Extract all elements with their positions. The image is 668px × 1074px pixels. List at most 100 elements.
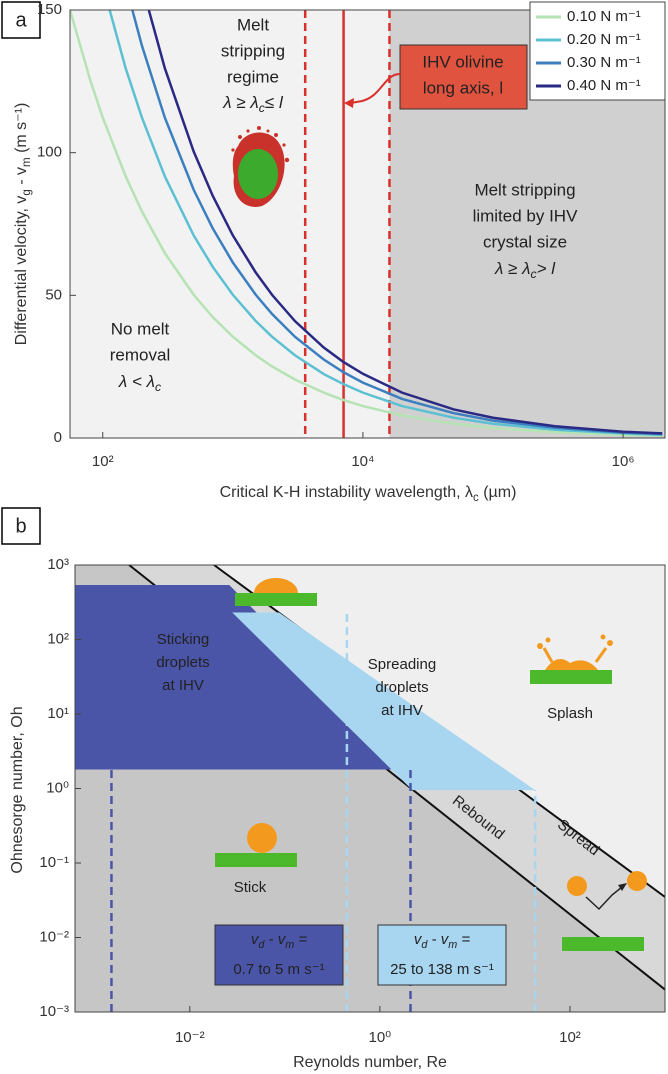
annotation: regime — [227, 67, 279, 86]
ihv-arrowhead — [344, 98, 354, 108]
x-axis-label: Critical K-H instability wavelength, λc … — [220, 484, 517, 504]
box-formula-part: d — [258, 939, 265, 951]
y-tick-label: 10⁻² — [39, 928, 69, 945]
drop — [274, 133, 278, 137]
drop — [238, 135, 242, 139]
drop — [246, 129, 250, 133]
annotation-formula-part: c — [259, 101, 265, 115]
y-tick-label: 50 — [45, 286, 62, 303]
velocity-box — [214, 924, 344, 986]
zone-label: Stick — [234, 879, 267, 896]
annotation-formula-part: λ ≥ λ — [494, 259, 531, 278]
y-tick-label: 10⁻¹ — [39, 854, 69, 871]
drop-splash — [545, 659, 598, 670]
surface — [215, 853, 297, 867]
drop — [537, 643, 543, 649]
x-axis-label-part: c — [473, 492, 479, 504]
rebound-arrow — [585, 886, 623, 911]
box-formula-part: - v — [264, 931, 286, 948]
panel-label-box — [1, 1, 41, 39]
box-range: 0.7 to 5 m s⁻¹ — [233, 961, 324, 978]
drop — [282, 143, 286, 147]
y-tick-label: 100 — [37, 144, 62, 161]
y-tick-label: 10² — [47, 630, 69, 647]
drop — [257, 126, 261, 130]
box-formula-part: - v — [427, 931, 449, 948]
surface — [530, 670, 612, 684]
region — [75, 584, 413, 770]
box-formula-part: = — [294, 931, 307, 948]
zone-label: Splash — [547, 705, 593, 722]
region-label: at IHV — [162, 677, 204, 694]
x-tick-label: 10⁰ — [369, 1029, 392, 1046]
drop — [266, 129, 270, 133]
annotation: IHV olivine — [422, 52, 503, 71]
droplet-illustrations — [215, 578, 647, 951]
region — [232, 612, 536, 791]
box-formula-part: v — [414, 931, 423, 948]
drop — [600, 634, 606, 640]
x-axis-label-part: Critical K-H instability wavelength, λ — [220, 484, 473, 501]
y-tick-label: 150 — [37, 1, 62, 18]
surface — [235, 593, 317, 606]
drop — [545, 637, 551, 643]
drop-stick — [247, 823, 277, 853]
annotation: Melt — [237, 15, 269, 34]
panel-a-text: 0 50 100 150 10² 10⁴ 10⁶ Critical K-H instabili… — [13, 1, 641, 504]
drop — [607, 640, 613, 646]
splash-jets — [542, 647, 608, 663]
annotation-formula-part: λ ≥ λ — [222, 93, 259, 112]
melt-blob — [231, 126, 290, 207]
box-formula-part: d — [421, 939, 428, 951]
blob-green — [238, 149, 278, 199]
ihv-arrow — [350, 73, 401, 104]
y-axis-label: Ohnesorge number, Oh — [9, 706, 26, 873]
plot-frame — [69, 9, 666, 439]
series-line — [147, 10, 663, 435]
annotation: No melt — [111, 319, 170, 338]
drop-rebound — [627, 871, 647, 891]
annotation-formula-part: λ < λ — [118, 372, 155, 391]
panel-label-box — [1, 507, 41, 545]
x-axis-label-part: (µm) — [479, 484, 517, 501]
box-formula-part: v — [251, 931, 260, 948]
region-label: at IHV — [381, 702, 423, 719]
annotation: limited by IHV — [473, 206, 579, 225]
y-tick-label: 10⁻³ — [39, 1003, 69, 1020]
x-tick-label: 10⁴ — [351, 453, 374, 470]
box-formula-part: m — [448, 939, 457, 951]
drop-rebound — [567, 876, 587, 896]
annotation-formula: λ ≥ λc≤ l — [222, 93, 284, 115]
y-axis-label: Differential velocity, vg - vm (m s⁻¹) — [13, 103, 33, 346]
drop-spread — [254, 578, 298, 593]
drop — [284, 157, 290, 163]
region-label: droplets — [156, 654, 209, 671]
box-formula: vd - vm = — [414, 931, 471, 951]
x-tick-label: 10² — [92, 453, 114, 470]
region-label: Sticking — [157, 631, 210, 648]
annotation-formula-part: ≤ l — [265, 93, 284, 112]
y-tick-label: 0 — [54, 429, 62, 446]
x-axis-label: Reynolds number, Re — [293, 1054, 447, 1071]
velocity-box — [377, 924, 507, 986]
region-label: droplets — [375, 679, 428, 696]
legend-label: 0.40 N m⁻¹ — [567, 77, 641, 94]
annotation-formula-part: > l — [537, 259, 557, 278]
legend-label: 0.10 N m⁻¹ — [567, 8, 641, 25]
x-tick-label: 10⁶ — [612, 453, 635, 470]
ihv-box — [399, 44, 528, 110]
arrowhead — [618, 883, 627, 891]
drop — [231, 148, 235, 152]
y-tick-label: 10³ — [47, 556, 69, 573]
surface — [562, 937, 644, 951]
annotation-formula: λ ≥ λc> l — [494, 259, 556, 281]
annotation: stripping — [221, 41, 285, 60]
annotation-formula-part: c — [155, 380, 161, 394]
y-tick-label: 10⁰ — [46, 779, 69, 796]
annotation: Melt stripping — [474, 180, 575, 199]
y-axis-label-part: Differential velocity, v — [13, 196, 30, 346]
panel-label: b — [15, 515, 26, 537]
y-axis-label-part: - v — [13, 167, 30, 189]
series-line — [70, 10, 663, 437]
